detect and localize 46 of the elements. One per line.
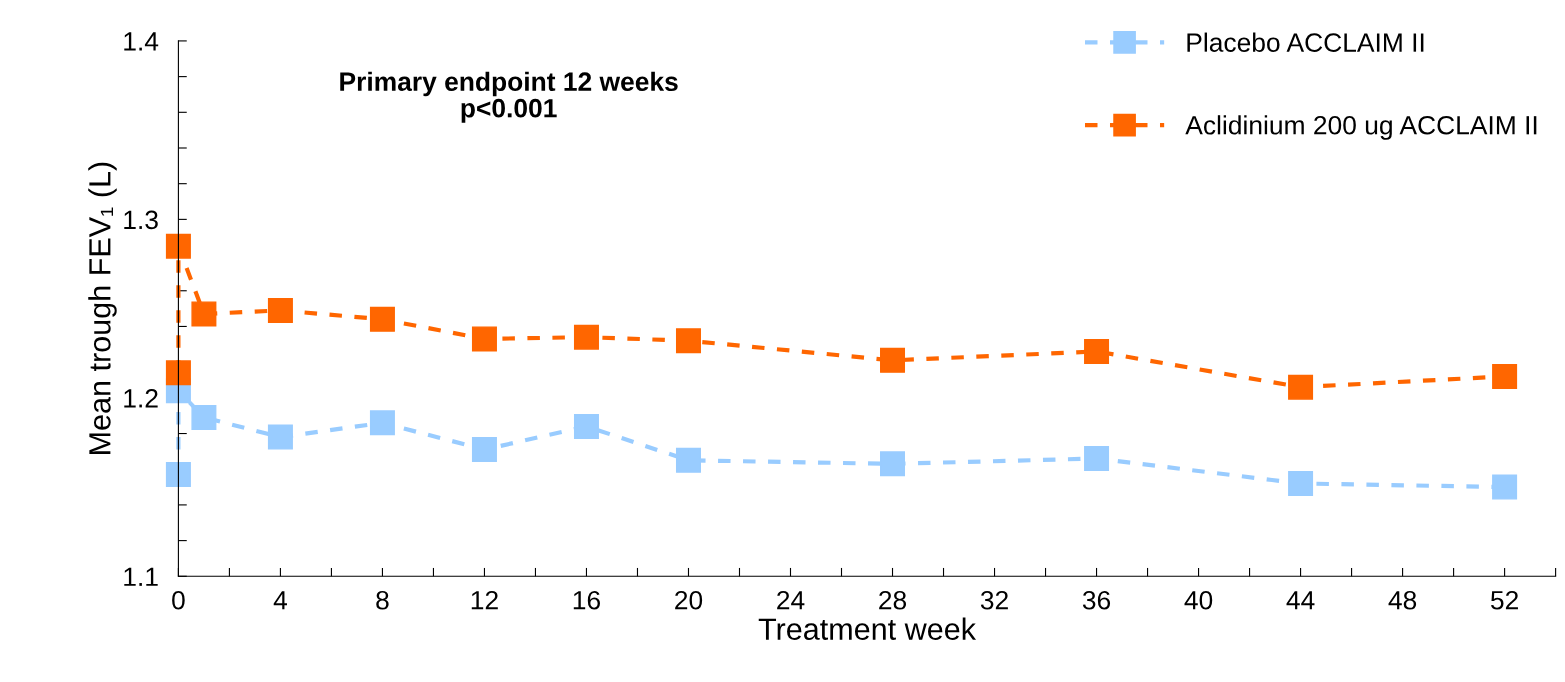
x-tick-label: 24 <box>777 590 805 610</box>
x-tick-label: 16 <box>573 590 600 610</box>
point <box>675 447 701 473</box>
x-tick-label: 28 <box>879 590 907 610</box>
point <box>1288 470 1314 496</box>
y-axis-title: Mean trough FEV₁ (L) <box>88 162 117 454</box>
point <box>369 306 395 332</box>
point <box>1492 474 1518 500</box>
y-tick-label: 1.2 <box>124 388 158 408</box>
point <box>471 326 497 352</box>
x-tick-label: 12 <box>471 590 498 610</box>
point <box>165 233 191 259</box>
point <box>880 451 906 477</box>
x-tick-label: 48 <box>1388 590 1417 610</box>
point <box>1084 446 1110 472</box>
point <box>191 404 217 430</box>
x-tick-label: 20 <box>675 590 703 610</box>
point <box>471 437 497 463</box>
point <box>675 328 701 354</box>
point <box>267 297 293 323</box>
x-tick-label: 44 <box>1286 591 1315 610</box>
x-tick-label: 52 <box>1490 590 1518 610</box>
x-tick-label: 8 <box>376 590 389 610</box>
point <box>880 347 906 373</box>
point <box>1492 363 1518 389</box>
point <box>1288 374 1314 400</box>
point <box>191 301 217 327</box>
x-tick-label: 36 <box>1082 590 1111 610</box>
point <box>1084 338 1110 364</box>
annotation: Primary endpoint 12 weeks p<0.001 <box>340 71 678 123</box>
y-tick-label: 1.3 <box>124 210 158 230</box>
x-axis-title: Treatment week <box>758 617 977 640</box>
x-tick-label: 40 <box>1184 590 1213 610</box>
x-tick-label: 0 <box>172 590 185 610</box>
point <box>165 360 191 386</box>
x-tick-label: 32 <box>980 590 1008 610</box>
y-tick-label: 1.1 <box>124 567 158 586</box>
point <box>573 413 599 439</box>
legend-label: Aclidinium 200 ug ACCLAIM II <box>1185 115 1537 140</box>
y-tick-label: 1.4 <box>124 32 159 51</box>
point <box>573 324 599 350</box>
legend-label: Placebo ACCLAIM II <box>1187 32 1424 52</box>
point <box>369 410 395 436</box>
x-tick-label: 4 <box>273 591 287 610</box>
point <box>267 424 293 450</box>
point <box>165 462 191 488</box>
